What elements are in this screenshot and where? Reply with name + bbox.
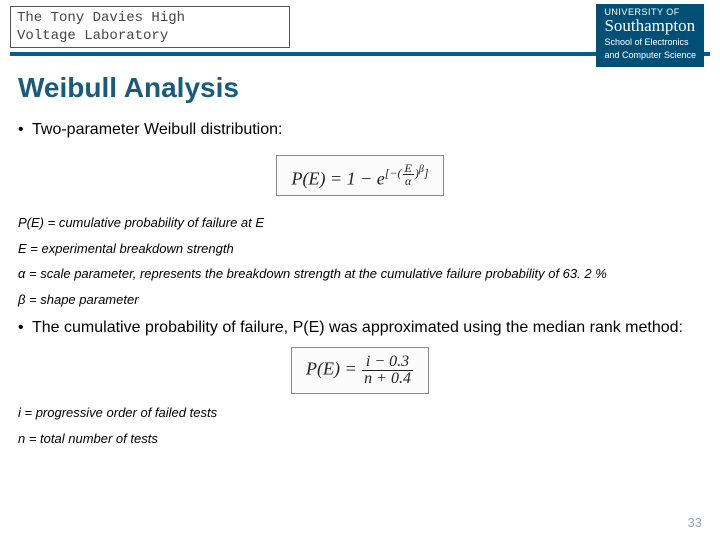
lab-line-2: Voltage Laboratory	[17, 28, 283, 46]
def-n: n = total number of tests	[18, 430, 702, 448]
formula1-lhs: P(E) = 1 − e	[291, 168, 384, 188]
median-rank-formula: P(E) = i − 0.3 n + 0.4	[291, 347, 429, 394]
def-e-text: E = experimental breakdown strength	[18, 241, 234, 256]
def-beta: β = shape parameter	[18, 291, 702, 309]
page-number: 33	[688, 515, 702, 530]
formula-2-wrap: P(E) = i − 0.3 n + 0.4	[18, 347, 702, 394]
def-i-text: i = progressive order of failed tests	[18, 405, 217, 420]
def-alpha: α = scale parameter, represents the brea…	[18, 265, 702, 283]
lab-name-box: The Tony Davies High Voltage Laboratory	[10, 6, 290, 48]
def-pe: P(E) = cumulative probability of failure…	[18, 214, 702, 232]
formula-1-wrap: P(E) = 1 − e[−(Eα)β]	[18, 155, 702, 196]
def-alpha-text: α = scale parameter, represents the brea…	[18, 266, 607, 281]
formula1-fraction: Eα	[403, 162, 414, 187]
university-school-1: School of Electronics	[604, 37, 696, 48]
def-beta-text: β = shape parameter	[18, 292, 139, 307]
weibull-cdf-formula: P(E) = 1 − e[−(Eα)β]	[276, 155, 443, 196]
slide-header: The Tony Davies High Voltage Laboratory …	[0, 0, 720, 60]
university-school-2: and Computer Science	[604, 50, 696, 61]
slide-content: Weibull Analysis • Two-parameter Weibull…	[0, 60, 720, 447]
university-logo: UNIVERSITY OF Southampton School of Elec…	[474, 4, 704, 67]
university-logo-block: UNIVERSITY OF Southampton School of Elec…	[596, 4, 704, 67]
bullet-1: • Two-parameter Weibull distribution:	[18, 120, 702, 141]
def-i: i = progressive order of failed tests	[18, 404, 702, 422]
formula2-lhs: P(E) =	[306, 359, 357, 379]
bullet-2: • The cumulative probability of failure,…	[18, 318, 702, 339]
formula1-exponent: [−(Eα)β]	[385, 166, 429, 180]
def-e: E = experimental breakdown strength	[18, 240, 702, 258]
def-pe-text: P(E) = cumulative probability of failure…	[18, 215, 264, 230]
university-name: Southampton	[604, 17, 696, 35]
bullet-dot-icon: •	[18, 318, 32, 339]
slide-title: Weibull Analysis	[18, 72, 702, 104]
lab-line-1: The Tony Davies High	[17, 10, 283, 28]
bullet-2-text: The cumulative probability of failure, P…	[32, 318, 702, 339]
bullet-dot-icon: •	[18, 120, 32, 141]
def-n-text: n = total number of tests	[18, 431, 158, 446]
formula2-fraction: i − 0.3 n + 0.4	[362, 354, 413, 387]
bullet-1-text: Two-parameter Weibull distribution:	[32, 120, 702, 141]
